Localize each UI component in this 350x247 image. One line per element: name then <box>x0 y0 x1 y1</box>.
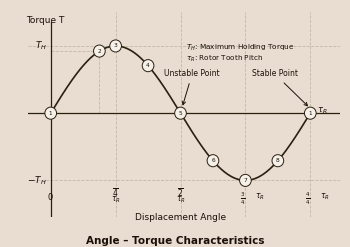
Text: $\tau_R$: $\tau_R$ <box>317 105 327 116</box>
Text: $T_H$: Maximum Holding Torque: $T_H$: Maximum Holding Torque <box>186 42 294 53</box>
Text: Stable Point: Stable Point <box>252 69 308 106</box>
Text: 1: 1 <box>308 111 312 116</box>
Circle shape <box>239 174 251 186</box>
Text: Angle – Torque Characteristics: Angle – Torque Characteristics <box>86 236 264 246</box>
Text: 1: 1 <box>49 111 52 116</box>
Text: 7: 7 <box>244 178 247 183</box>
Text: 8: 8 <box>276 158 280 163</box>
Circle shape <box>110 40 121 52</box>
Circle shape <box>304 107 316 119</box>
Text: Displacement Angle: Displacement Angle <box>135 213 226 222</box>
Text: 5: 5 <box>178 111 182 116</box>
Text: $0$: $0$ <box>47 191 54 202</box>
Text: 3: 3 <box>114 43 118 48</box>
Text: 2: 2 <box>98 49 101 54</box>
Text: $\overline{2}$: $\overline{2}$ <box>177 187 184 199</box>
Circle shape <box>93 45 105 57</box>
Circle shape <box>175 107 186 119</box>
Circle shape <box>45 107 57 119</box>
Text: Torque T: Torque T <box>26 16 64 25</box>
Circle shape <box>272 155 284 167</box>
Circle shape <box>207 155 219 167</box>
Text: $\tau_R$: $\tau_R$ <box>255 191 265 202</box>
Text: $T_H$: $T_H$ <box>35 40 47 52</box>
Text: $-T_H$: $-T_H$ <box>27 174 47 187</box>
Circle shape <box>142 60 154 72</box>
Text: 4: 4 <box>146 63 150 68</box>
Text: $\frac{4}{4}$: $\frac{4}{4}$ <box>305 191 310 207</box>
Text: 6: 6 <box>211 158 215 163</box>
Text: $\tau_R$: $\tau_R$ <box>320 191 330 202</box>
Text: Unstable Point: Unstable Point <box>164 69 220 105</box>
Text: $\overline{4}$: $\overline{4}$ <box>112 187 119 199</box>
Text: $\frac{3}{4}$: $\frac{3}{4}$ <box>240 191 245 207</box>
Text: $\tau_R$: $\tau_R$ <box>111 194 120 205</box>
Text: $\tau_R$: Rotor Tooth Pitch: $\tau_R$: Rotor Tooth Pitch <box>186 53 263 63</box>
Text: $\tau_R$: $\tau_R$ <box>176 194 186 205</box>
